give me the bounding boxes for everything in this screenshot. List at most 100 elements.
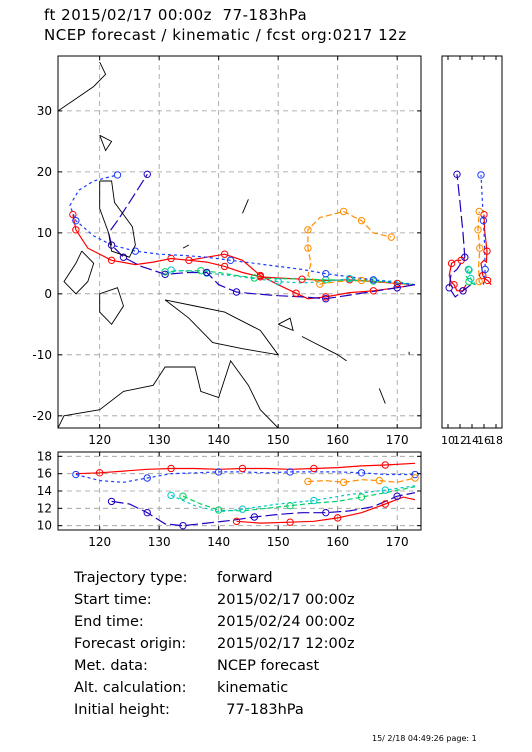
x-tick-label: 130 [148,535,171,549]
trajectory-marker [381,500,389,508]
chart-title-line2: NCEP forecast / kinematic / fcst org:021… [44,26,407,44]
x-tick-label: 120 [88,433,111,447]
trajectory-marker [476,244,484,252]
x-tick-label: 10 [441,434,455,447]
y-tick-label: 30 [37,104,52,118]
coastline-group [58,61,410,428]
trajectory-marker [393,492,401,500]
trajectory-line [236,496,416,524]
trajectory-marker [286,502,294,510]
trajectory-line [72,214,416,286]
trajectory-line [448,259,467,292]
trajectory-marker [95,469,104,477]
trajectory-marker [250,513,259,521]
y-tick-label: -20 [32,409,52,423]
info-label: End time: [74,614,144,630]
series-group [69,170,416,303]
info-value: 2015/02/17 12:00z [217,636,355,652]
trajectory-marker [274,277,282,286]
trajectory-marker [220,262,229,271]
trajectory-marker [107,497,116,506]
x-tick-label: 130 [148,433,171,447]
trajectory-marker [345,274,354,283]
trajectory-marker [475,277,483,286]
trajectory-marker [143,170,151,179]
trajectory-marker [185,256,193,264]
trajectory-line [448,174,472,298]
info-value: kinematic [217,680,289,696]
info-label: Start time: [74,592,152,608]
coastline [58,359,279,428]
coastline [99,287,124,326]
y-tick-label: 20 [37,165,52,179]
chart-title-line1: ft 2015/02/17 00:00z 77-183hPa [44,6,308,24]
trajectory-marker [393,279,401,288]
coastline [182,244,190,249]
trajectory-marker [381,461,389,469]
trajectory-line [480,174,486,285]
trajectory-marker [107,256,116,264]
coastline [378,388,386,404]
trajectory-marker [310,496,318,505]
trajectory-marker [304,477,312,486]
trajectory-marker [316,280,324,288]
trajectory-marker [179,492,187,500]
trajectory-marker [357,469,366,477]
trajectory-marker [143,474,151,482]
trajectory-marker [477,171,485,179]
trajectory-marker [179,521,187,530]
info-label: Forecast origin: [74,636,187,652]
trajectory-marker [479,216,488,225]
coastline [58,61,107,112]
x-tick-label: 18 [489,434,503,447]
trajectory-line [69,174,416,286]
trajectory-marker [238,464,247,473]
trajectory-marker [447,259,456,268]
map-panel: 120 130 140 150 160 170 -20 -10 0 10 20 30 [32,55,422,447]
trajectory-marker [167,491,175,500]
trajectory-marker [167,464,175,473]
trajectory-marker [445,284,453,292]
trajectory-marker [357,493,366,501]
x-tick-label: 140 [207,535,230,549]
trajectory-marker [167,266,175,274]
trajectory-marker [143,508,151,517]
trajectory-marker [464,265,473,274]
trajectory-marker [357,216,366,225]
trajectory-marker [357,276,366,285]
info-value: forward [217,570,273,586]
x-tick-label: 160 [326,535,349,549]
trajectory-marker [479,271,487,280]
trajectory-marker [286,518,294,526]
coastline [164,299,280,356]
trajectory-marker [113,171,122,179]
trajectory-marker [298,275,306,283]
x-tick-label: 170 [386,433,409,447]
series-group [72,461,419,530]
plot-frame [441,55,503,429]
series-group [445,170,492,298]
trajectory-marker [72,226,80,234]
trajectory-marker [203,268,211,277]
trajectory-marker [232,517,241,526]
y-tick-label: -10 [32,348,52,362]
y-tick-label: 10 [37,226,52,240]
y-tick-label: 18 [37,449,52,463]
trajectory-marker [339,478,348,487]
coastline [99,134,113,152]
trajectory-line [182,486,416,512]
trajectory-marker [393,284,401,292]
trajectory-marker [387,233,395,241]
trajectory-marker [322,270,330,278]
trajectory-marker [226,256,235,264]
x-tick-label: 150 [267,433,290,447]
trajectory-marker [474,226,482,234]
trajectory-marker [304,226,312,234]
trajectory-marker [161,270,169,279]
x-tick-label: 160 [326,433,349,447]
trajectory-marker [459,287,467,295]
x-tick-label: 140 [207,433,230,447]
info-value: NCEP forecast [217,658,320,674]
trajectory-marker [381,486,389,494]
